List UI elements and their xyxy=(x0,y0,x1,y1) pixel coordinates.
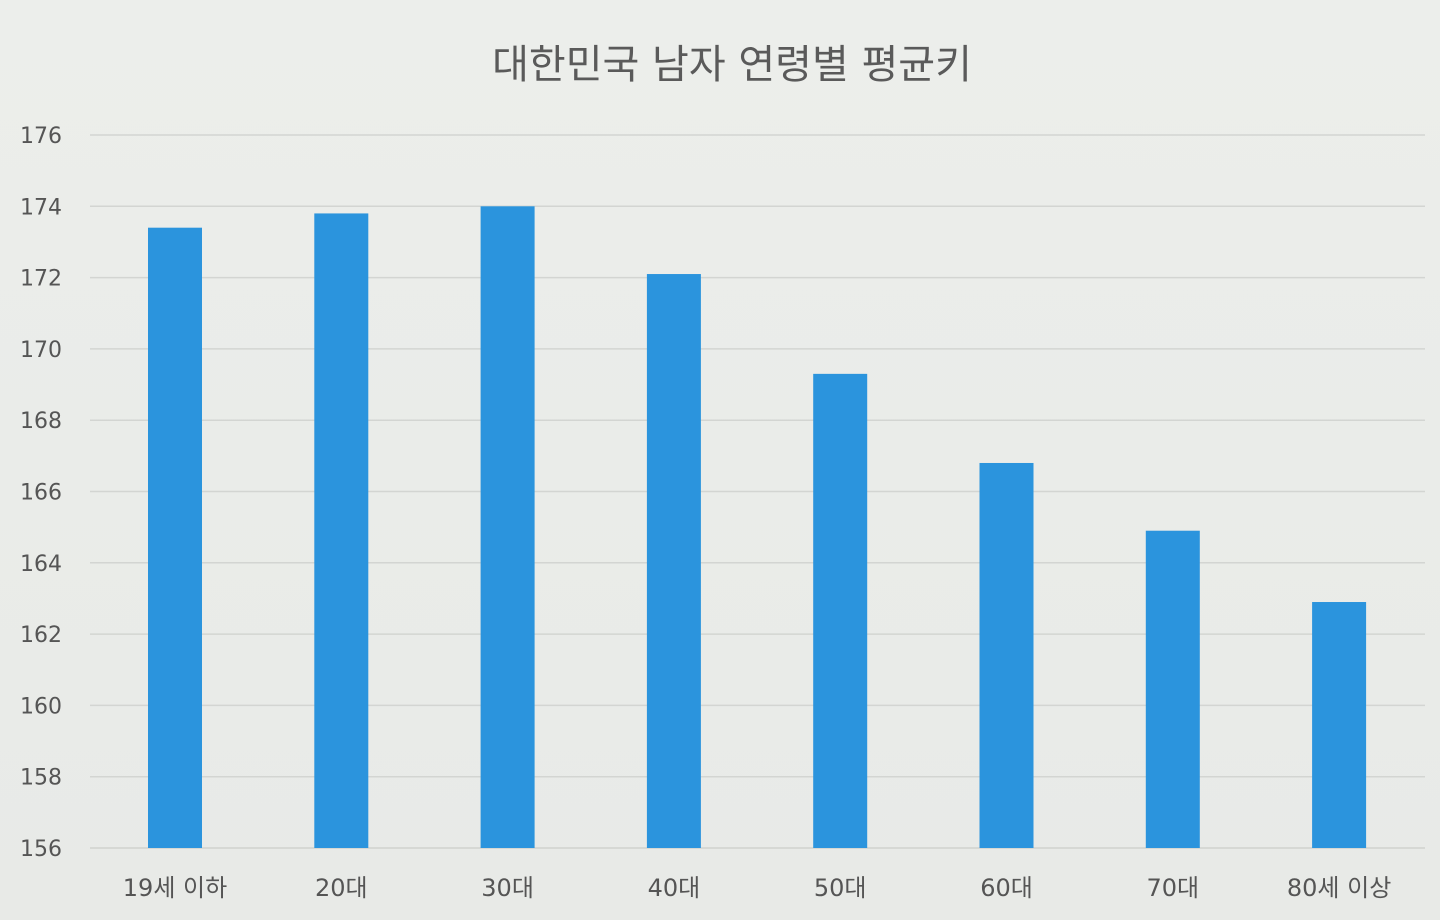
y-axis-ticks: 176 174 172 170 168 166 164 162 160 158 156 xyxy=(20,124,62,862)
y-tick-label: 170 xyxy=(20,338,62,363)
bar xyxy=(314,213,369,848)
y-tick-label: 158 xyxy=(20,766,62,791)
y-tick-label: 160 xyxy=(20,694,62,719)
x-tick-label: 20대 xyxy=(315,874,368,902)
y-tick-label: 166 xyxy=(20,481,62,506)
y-tick-label: 162 xyxy=(20,623,62,648)
gridlines xyxy=(90,134,1425,849)
x-tick-label: 80세 이상 xyxy=(1287,874,1391,902)
x-tick-label: 70대 xyxy=(1146,874,1199,902)
x-axis-labels: 19세 이하 20대 30대 40대 50대 60대 70대 80세 이상 xyxy=(123,874,1392,902)
y-tick-label: 174 xyxy=(20,195,62,220)
y-tick-label: 172 xyxy=(20,267,62,292)
y-tick-label: 156 xyxy=(20,837,62,862)
bar xyxy=(1312,602,1367,848)
bar xyxy=(480,206,535,849)
y-tick-label: 168 xyxy=(20,409,62,434)
bar xyxy=(979,462,1034,848)
chart-title: 대한민국 남자 연령별 평균키 xyxy=(492,42,972,88)
bars xyxy=(148,206,1367,849)
bar xyxy=(813,373,868,848)
x-tick-label: 40대 xyxy=(648,874,701,902)
bar xyxy=(646,274,701,848)
y-tick-label: 164 xyxy=(20,552,62,577)
y-tick-label: 176 xyxy=(20,124,62,149)
bar xyxy=(1145,530,1200,848)
x-tick-label: 50대 xyxy=(814,874,867,902)
bar xyxy=(148,227,202,848)
x-tick-label: 19세 이하 xyxy=(123,874,227,902)
x-tick-label: 60대 xyxy=(980,874,1033,902)
x-tick-label: 30대 xyxy=(481,874,534,902)
